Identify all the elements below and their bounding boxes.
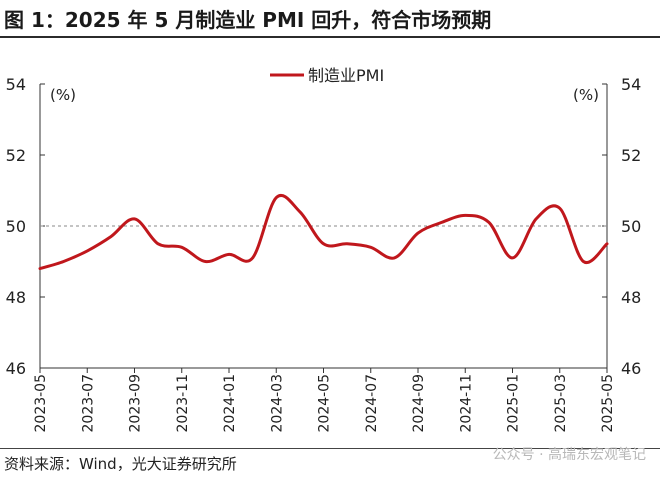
y-axis-left-ticks: 46 48 50 52 54 xyxy=(6,75,45,378)
data-point xyxy=(417,232,419,234)
x-tick-label: 2023-07 xyxy=(80,374,96,433)
y-tick-right-label: 50 xyxy=(621,217,641,236)
title-bar: 图 1：2025 年 5 月制造业 PMI 回升，符合市场预期 xyxy=(0,0,660,40)
x-tick-label: 2024-05 xyxy=(317,374,333,433)
y-axis-left-unit: (%) xyxy=(50,86,76,104)
x-tick-label: 2024-07 xyxy=(364,374,380,433)
data-point xyxy=(275,197,277,199)
watermark: 公众号 · 高瑞东宏观笔记 xyxy=(492,447,646,463)
data-point xyxy=(181,246,183,248)
data-point xyxy=(323,243,325,245)
legend: 制造业PMI xyxy=(270,66,384,85)
title-rule xyxy=(0,36,660,38)
data-point xyxy=(559,207,561,209)
data-point xyxy=(157,243,159,245)
x-tick-label: 2025-03 xyxy=(553,374,569,433)
x-axis-ticks: 2023-05 2023-07 2023-09 2023-11 2024-01 2024-… xyxy=(33,368,616,433)
data-point xyxy=(441,221,443,223)
data-point xyxy=(582,261,584,263)
data-point xyxy=(86,250,88,252)
y-tick-left-label: 54 xyxy=(6,75,26,94)
source-note: 资料来源：Wind，光大证券研究所 xyxy=(4,455,237,473)
data-point xyxy=(39,268,41,270)
x-tick-label: 2024-03 xyxy=(269,374,285,433)
x-tick-label: 2025-01 xyxy=(506,374,522,433)
x-tick-label: 2024-01 xyxy=(222,374,238,433)
data-point xyxy=(110,236,112,238)
data-point xyxy=(228,253,230,255)
y-tick-right-label: 46 xyxy=(621,359,641,378)
data-point xyxy=(299,211,301,213)
y-tick-left-label: 52 xyxy=(6,146,26,165)
data-point xyxy=(204,261,206,263)
y-tick-right-label: 48 xyxy=(621,288,641,307)
data-point xyxy=(346,243,348,245)
x-tick-label: 2024-11 xyxy=(458,374,474,433)
chart-title: 图 1：2025 年 5 月制造业 PMI 回升，符合市场预期 xyxy=(4,8,492,32)
data-point xyxy=(63,261,65,263)
data-point xyxy=(464,214,466,216)
data-point xyxy=(252,257,254,259)
data-point xyxy=(488,221,490,223)
data-point xyxy=(512,257,514,259)
data-point xyxy=(370,246,372,248)
legend-label: 制造业PMI xyxy=(308,66,384,85)
data-point xyxy=(535,218,537,220)
y-tick-left-label: 46 xyxy=(6,359,26,378)
y-axis-right-unit: (%) xyxy=(573,86,599,104)
series-line-manufacturing-pmi xyxy=(38,193,609,271)
y-axis-right-ticks: 46 48 50 52 54 xyxy=(602,75,641,378)
y-tick-right-label: 52 xyxy=(621,146,641,165)
x-tick-label: 2025-05 xyxy=(600,374,616,433)
y-tick-right-label: 54 xyxy=(621,75,641,94)
x-tick-label: 2023-11 xyxy=(175,374,191,433)
data-point xyxy=(393,257,395,259)
data-point xyxy=(606,243,608,245)
series-lines xyxy=(38,193,609,271)
x-tick-label: 2023-05 xyxy=(33,374,49,433)
y-tick-left-label: 48 xyxy=(6,288,26,307)
x-tick-label: 2024-09 xyxy=(411,374,427,433)
data-point xyxy=(134,218,136,220)
x-tick-label: 2023-09 xyxy=(128,374,144,433)
bottom-rule xyxy=(0,448,660,449)
y-tick-left-label: 50 xyxy=(6,217,26,236)
